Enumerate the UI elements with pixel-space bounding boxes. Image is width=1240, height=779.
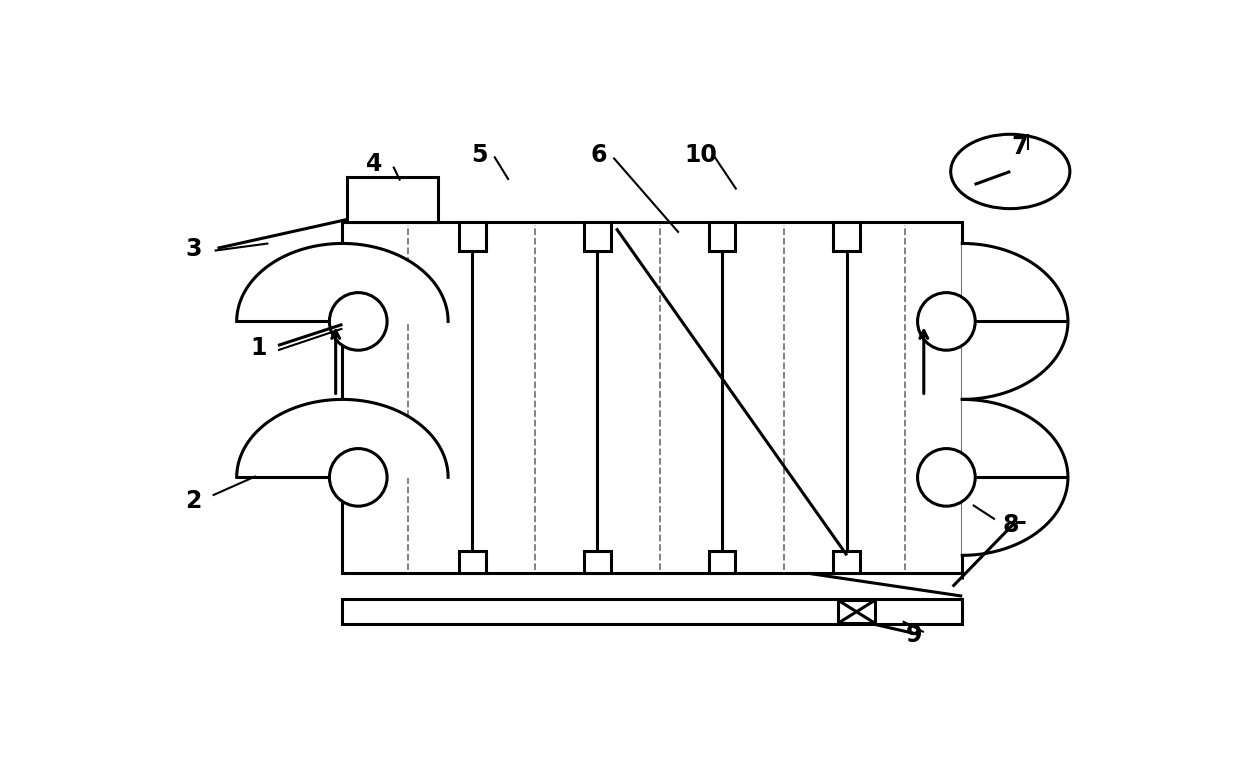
Bar bbox=[708, 551, 735, 573]
Bar bbox=[838, 601, 874, 623]
Polygon shape bbox=[962, 400, 1068, 555]
Polygon shape bbox=[237, 400, 448, 478]
Bar bbox=[342, 223, 962, 573]
Bar bbox=[459, 223, 486, 252]
Bar bbox=[708, 223, 735, 252]
Text: 5: 5 bbox=[471, 143, 489, 167]
Polygon shape bbox=[962, 243, 1068, 400]
Ellipse shape bbox=[918, 449, 975, 506]
Text: 7: 7 bbox=[1012, 136, 1028, 160]
Text: 6: 6 bbox=[590, 143, 608, 167]
Bar bbox=[347, 178, 439, 223]
Circle shape bbox=[951, 134, 1070, 209]
Bar bbox=[584, 551, 610, 573]
Polygon shape bbox=[237, 243, 448, 322]
Text: 9: 9 bbox=[906, 622, 923, 647]
Bar bbox=[342, 598, 962, 624]
Text: 2: 2 bbox=[185, 489, 202, 513]
Bar bbox=[584, 223, 610, 252]
Text: 10: 10 bbox=[684, 143, 717, 167]
Bar bbox=[833, 551, 861, 573]
Text: 8: 8 bbox=[1002, 513, 1018, 538]
Bar bbox=[833, 223, 861, 252]
Text: 4: 4 bbox=[366, 152, 382, 176]
Ellipse shape bbox=[918, 293, 975, 351]
Bar bbox=[459, 551, 486, 573]
Ellipse shape bbox=[330, 293, 387, 351]
Ellipse shape bbox=[330, 449, 387, 506]
Text: 3: 3 bbox=[185, 238, 202, 262]
Text: 1: 1 bbox=[250, 337, 267, 361]
